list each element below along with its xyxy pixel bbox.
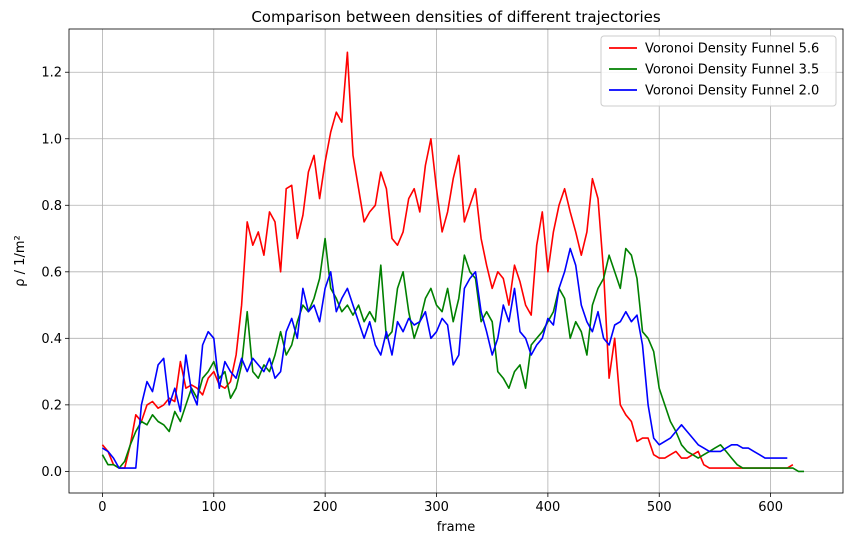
legend-label-3: Voronoi Density Funnel 2.0 xyxy=(645,84,819,99)
y-tick-label: 0.2 xyxy=(41,398,62,413)
x-axis-label: frame xyxy=(437,520,476,535)
y-tick-label: 0.4 xyxy=(41,332,62,347)
legend-box xyxy=(600,35,837,107)
series-line-1 xyxy=(101,51,794,469)
legend-label-1: Voronoi Density Funnel 5.6 xyxy=(645,42,819,57)
series-line-2 xyxy=(101,237,804,473)
y-tick-label: 0.6 xyxy=(41,265,62,280)
plot-area-frame xyxy=(68,28,844,494)
x-tick-label: 600 xyxy=(758,500,783,515)
x-tick-label: 300 xyxy=(424,500,449,515)
x-tick-label: 500 xyxy=(647,500,672,515)
x-tick-label: 100 xyxy=(201,500,226,515)
chart-title: Comparison between densities of differen… xyxy=(251,8,661,26)
y-axis-label: ρ / 1/m² xyxy=(13,235,28,286)
y-tick-label: 1.2 xyxy=(41,66,62,81)
legend: Voronoi Density Funnel 5.6 Voronoi Densit… xyxy=(600,35,837,107)
axis-ticks: 0 100 200 300 400 500 600 0.0 0.2 0.4 0.6 0.8 1.0 1.2 xyxy=(41,66,783,515)
x-tick-label: 400 xyxy=(535,500,560,515)
legend-label-2: Voronoi Density Funnel 3.5 xyxy=(645,63,819,78)
y-tick-label: 0.8 xyxy=(41,199,62,214)
series-line-3 xyxy=(101,247,788,469)
x-tick-label: 0 xyxy=(98,500,106,515)
y-tick-label: 0.0 xyxy=(41,465,62,480)
x-tick-label: 200 xyxy=(313,500,338,515)
y-tick-label: 1.0 xyxy=(41,132,62,147)
data-series xyxy=(101,51,804,473)
